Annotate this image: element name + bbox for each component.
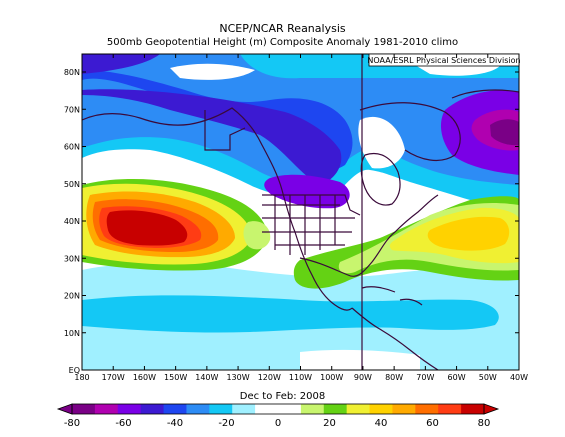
lat-label: 30N: [64, 254, 80, 263]
lon-label: 170W: [102, 373, 125, 382]
colorbar-segment: [255, 404, 279, 414]
lon-label: 140W: [195, 373, 218, 382]
arctic-islands: [359, 102, 461, 162]
lat-label: 40N: [64, 217, 80, 226]
colorbar-segment: [72, 404, 96, 414]
colorbar-label: 60: [426, 418, 439, 429]
us-state-lines: [262, 204, 355, 246]
colorbar-segment: [346, 404, 371, 414]
colorbar-segment: [438, 404, 462, 414]
credit-text: NOAA/ESRL Physical Sciences Division: [367, 56, 520, 65]
colorbar-label: 0: [275, 418, 281, 429]
alaska-border: [204, 110, 246, 151]
longitude-axis: 180 170W 160W 150W 140W 130W 120W 110W 100W 90W 80…: [74, 54, 528, 382]
lon-label: 100W: [320, 373, 343, 382]
colorbar-segment: [278, 404, 302, 414]
colorbar-arrow-left: [56, 403, 73, 415]
lon-label: 130W: [226, 373, 249, 382]
colorbar-segment: [415, 404, 439, 414]
colorbar-segment: [94, 404, 119, 414]
gulf-east-coast: [299, 194, 439, 277]
colorbar-segment: [369, 404, 393, 414]
lat-label: 20N: [64, 292, 80, 301]
greenland-coast: [451, 89, 519, 99]
lat-label: 50N: [64, 180, 80, 189]
lon-label: 150W: [164, 373, 187, 382]
colorbar-frame: [71, 403, 485, 415]
central-south-america: [351, 307, 439, 370]
us-state-meridians: [274, 195, 336, 255]
lat-label: 10N: [64, 329, 80, 338]
colorbar-segment: [186, 404, 210, 414]
colorbar-segment: [323, 404, 348, 414]
colorbar-segment: [209, 404, 233, 414]
lon-label: 50W: [479, 373, 497, 382]
lat-label: 80N: [64, 68, 80, 77]
lon-label: 80W: [385, 373, 403, 382]
colorbar-label: 20: [323, 418, 336, 429]
lat-label: EQ: [69, 366, 80, 375]
credit-box: [368, 53, 520, 67]
colorbar-label: -20: [218, 418, 234, 429]
colorbar-label: -40: [167, 418, 183, 429]
colorbar: -80 -60 -40 -20 0 20 40 60 80: [56, 403, 500, 429]
colorbar-label: -60: [115, 418, 131, 429]
colorbar-segment: [461, 404, 485, 414]
colorbar-segment: [163, 404, 187, 414]
colorbar-label: -80: [64, 418, 80, 429]
lon-label: 60W: [448, 373, 466, 382]
colorbar-segment: [117, 404, 142, 414]
lon-label: 40W: [510, 373, 528, 382]
lon-label: 120W: [258, 373, 281, 382]
colorbar-segment: [392, 404, 416, 414]
colorbar-arrow-right: [483, 403, 500, 415]
colorbar-segment: [300, 404, 325, 414]
colorbar-segment: [140, 404, 165, 414]
lon-label: 70W: [416, 373, 434, 382]
lat-label: 70N: [64, 105, 80, 114]
west-coast-line: [82, 107, 353, 311]
us-canada-border: [262, 194, 361, 216]
latitude-axis: EQ 10N 20N 30N 40N 50N 60N 70N 80N: [64, 68, 519, 375]
colorbar-segment: [232, 404, 256, 414]
map-subtitle: 500mb Geopotential Height (m) Composite …: [106, 37, 459, 48]
lon-label: 110W: [289, 373, 312, 382]
lat-label: 60N: [64, 143, 80, 152]
colorbar-label: 80: [478, 418, 491, 429]
colorbar-label: 40: [375, 418, 388, 429]
caribbean-islands: [361, 286, 423, 306]
lon-label: 160W: [133, 373, 156, 382]
lon-label: 180: [74, 373, 89, 382]
anomaly-field: [82, 54, 519, 370]
map-title: NCEP/NCAR Reanalysis: [219, 22, 346, 35]
date-label: Dec to Feb: 2008: [239, 391, 326, 402]
lon-label: 90W: [354, 373, 372, 382]
